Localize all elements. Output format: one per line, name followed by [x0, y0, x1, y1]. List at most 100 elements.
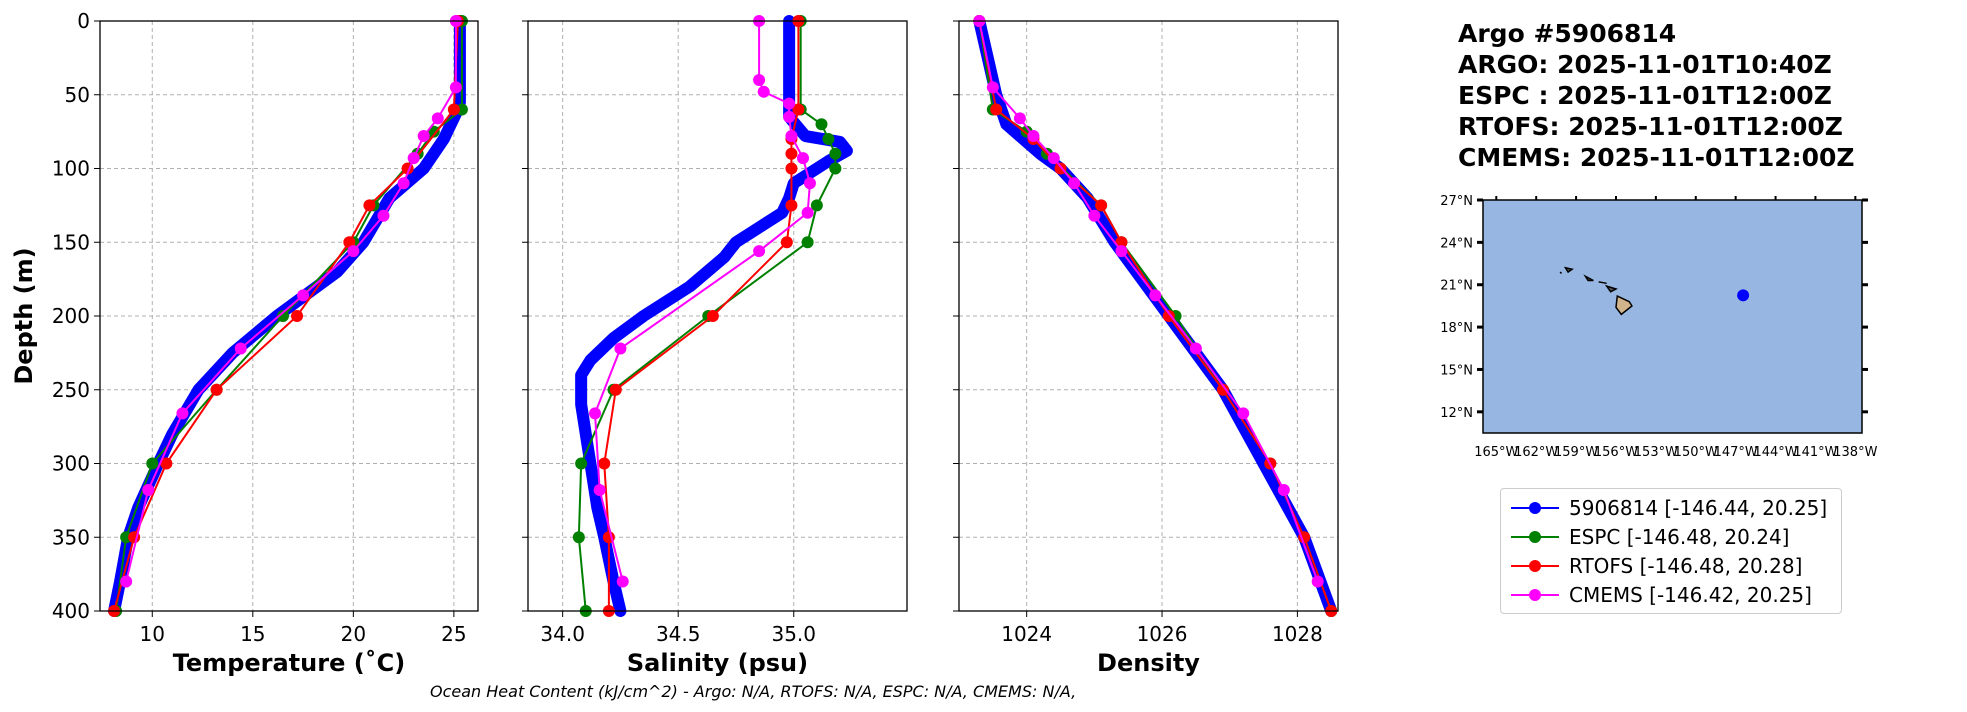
data-point-rtofs: [363, 199, 376, 212]
island-hawaii: [1615, 294, 1633, 316]
legend-swatch: [1511, 556, 1559, 576]
data-point-cmems: [120, 575, 133, 588]
info-argo-time: ARGO: 2025-11-01T10:40Z: [1458, 50, 1832, 79]
data-point-cmems: [142, 484, 155, 497]
legend-label: 5906814 [-146.44, 20.25]: [1569, 495, 1828, 520]
panel-2: [953, 15, 1339, 617]
data-point-espc: [822, 133, 835, 145]
data-point-espc: [829, 162, 842, 175]
data-point-cmems: [1311, 575, 1324, 588]
x-axis-label: Density: [1097, 649, 1200, 677]
y-tick-label: 100: [52, 157, 90, 181]
series-line-argo: [973, 15, 1338, 617]
data-point-cmems: [801, 206, 814, 219]
data-point-cmems: [397, 177, 410, 190]
data-point-cmems: [783, 97, 796, 110]
data-point-rtofs: [160, 457, 173, 470]
x-tick-label: 15: [240, 622, 265, 646]
data-point-espc: [829, 147, 842, 160]
map-y-tick-label: 24°N: [1440, 236, 1473, 251]
data-point-rtofs: [780, 236, 793, 249]
data-point-rtofs: [785, 147, 798, 160]
data-point-espc: [801, 236, 814, 249]
data-point-cmems: [797, 152, 810, 165]
data-point-rtofs: [792, 103, 805, 116]
legend-item: 5906814 [-146.44, 20.25]: [1501, 493, 1841, 522]
y-tick-label: 300: [52, 452, 90, 476]
data-point-cmems: [1277, 484, 1290, 497]
map-x-tick-label: 162°W: [1514, 445, 1558, 460]
ohc-footer: Ocean Heat Content (kJ/cm^2) - Argo: N/A…: [430, 682, 1077, 701]
map-y-tick-label: 15°N: [1440, 363, 1473, 378]
legend-item: CMEMS [-146.42, 20.25]: [1501, 580, 1841, 609]
x-axis-label: Salinity (psu): [627, 649, 808, 677]
island-hawaii: [1559, 271, 1563, 274]
y-tick-label: 0: [77, 9, 90, 33]
y-tick-label: 250: [52, 378, 90, 402]
legend-label: CMEMS [-146.42, 20.25]: [1569, 582, 1812, 607]
info-block: Argo #5906814 ARGO: 2025-11-01T10:40Z ES…: [1458, 18, 1855, 173]
legend-item: ESPC [-146.48, 20.24]: [1501, 522, 1841, 551]
data-point-cmems: [803, 177, 816, 190]
data-point-cmems: [1047, 152, 1060, 165]
x-axis-label: Temperature (˚C): [173, 649, 406, 677]
data-point-rtofs: [1162, 310, 1175, 322]
data-point-espc: [810, 199, 823, 212]
island-hawaii: [1598, 281, 1607, 285]
data-point-cmems: [1088, 209, 1101, 222]
data-point-rtofs: [1095, 199, 1108, 212]
map-x-tick-label: 150°W: [1674, 445, 1718, 460]
map-x-tick-label: 138°W: [1833, 445, 1877, 460]
data-point-cmems: [431, 112, 444, 125]
x-tick-label: 1026: [1137, 622, 1188, 646]
data-point-rtofs: [706, 310, 719, 322]
panel-0: [94, 15, 479, 617]
series-line-rtofs: [113, 20, 459, 612]
data-point-cmems: [589, 407, 602, 420]
data-point-cmems: [986, 81, 999, 94]
data-point-rtofs: [609, 383, 622, 396]
data-point-cmems: [616, 575, 629, 588]
data-point-rtofs: [210, 383, 223, 396]
data-point-cmems: [377, 209, 390, 222]
map-x-tick-label: 156°W: [1594, 445, 1638, 460]
island-hawaii: [1604, 284, 1618, 293]
axes-frame: [527, 20, 908, 612]
data-point-rtofs: [598, 457, 611, 470]
data-point-cmems: [1013, 112, 1026, 125]
panel-1: [522, 15, 908, 617]
info-espc-time: ESPC : 2025-11-01T12:00Z: [1458, 81, 1832, 110]
data-point-cmems: [297, 289, 310, 302]
info-cmems-time: CMEMS: 2025-11-01T12:00Z: [1458, 143, 1855, 172]
x-tick-label: 1024: [1001, 622, 1052, 646]
x-tick-label: 34.0: [540, 622, 585, 646]
data-point-cmems: [449, 81, 462, 94]
legend-swatch: [1511, 498, 1559, 518]
data-point-cmems: [1189, 342, 1202, 355]
data-point-cmems: [1115, 245, 1128, 258]
legend-swatch: [1511, 585, 1559, 605]
data-point-cmems: [783, 110, 796, 123]
data-point-rtofs: [447, 103, 460, 116]
data-point-rtofs: [1216, 383, 1229, 396]
axes-frame: [958, 20, 1339, 612]
x-tick-label: 35.0: [771, 622, 816, 646]
data-point-cmems: [407, 152, 420, 165]
map-ocean: [1482, 199, 1863, 434]
map-argo-location: [1737, 289, 1750, 302]
map-y-tick-label: 21°N: [1440, 279, 1473, 294]
series-line-argo: [575, 15, 853, 617]
island-hawaii: [1583, 274, 1594, 282]
data-point-cmems: [1068, 177, 1081, 190]
info-rtofs-time: RTOFS: 2025-11-01T12:00Z: [1458, 112, 1843, 141]
data-point-cmems: [757, 85, 770, 98]
data-point-espc: [146, 457, 159, 470]
data-point-cmems: [1027, 130, 1040, 143]
map-x-tick-label: 141°W: [1793, 445, 1837, 460]
data-point-cmems: [753, 74, 766, 86]
data-point-cmems: [347, 245, 360, 258]
x-tick-label: 34.5: [656, 622, 701, 646]
y-tick-label: 400: [52, 599, 90, 623]
map-x-tick-label: 153°W: [1634, 445, 1678, 460]
